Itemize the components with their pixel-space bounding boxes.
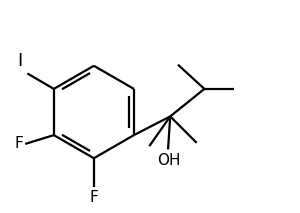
Text: OH: OH <box>158 153 181 168</box>
Text: F: F <box>89 190 98 205</box>
Text: F: F <box>14 137 23 151</box>
Text: I: I <box>18 52 23 70</box>
